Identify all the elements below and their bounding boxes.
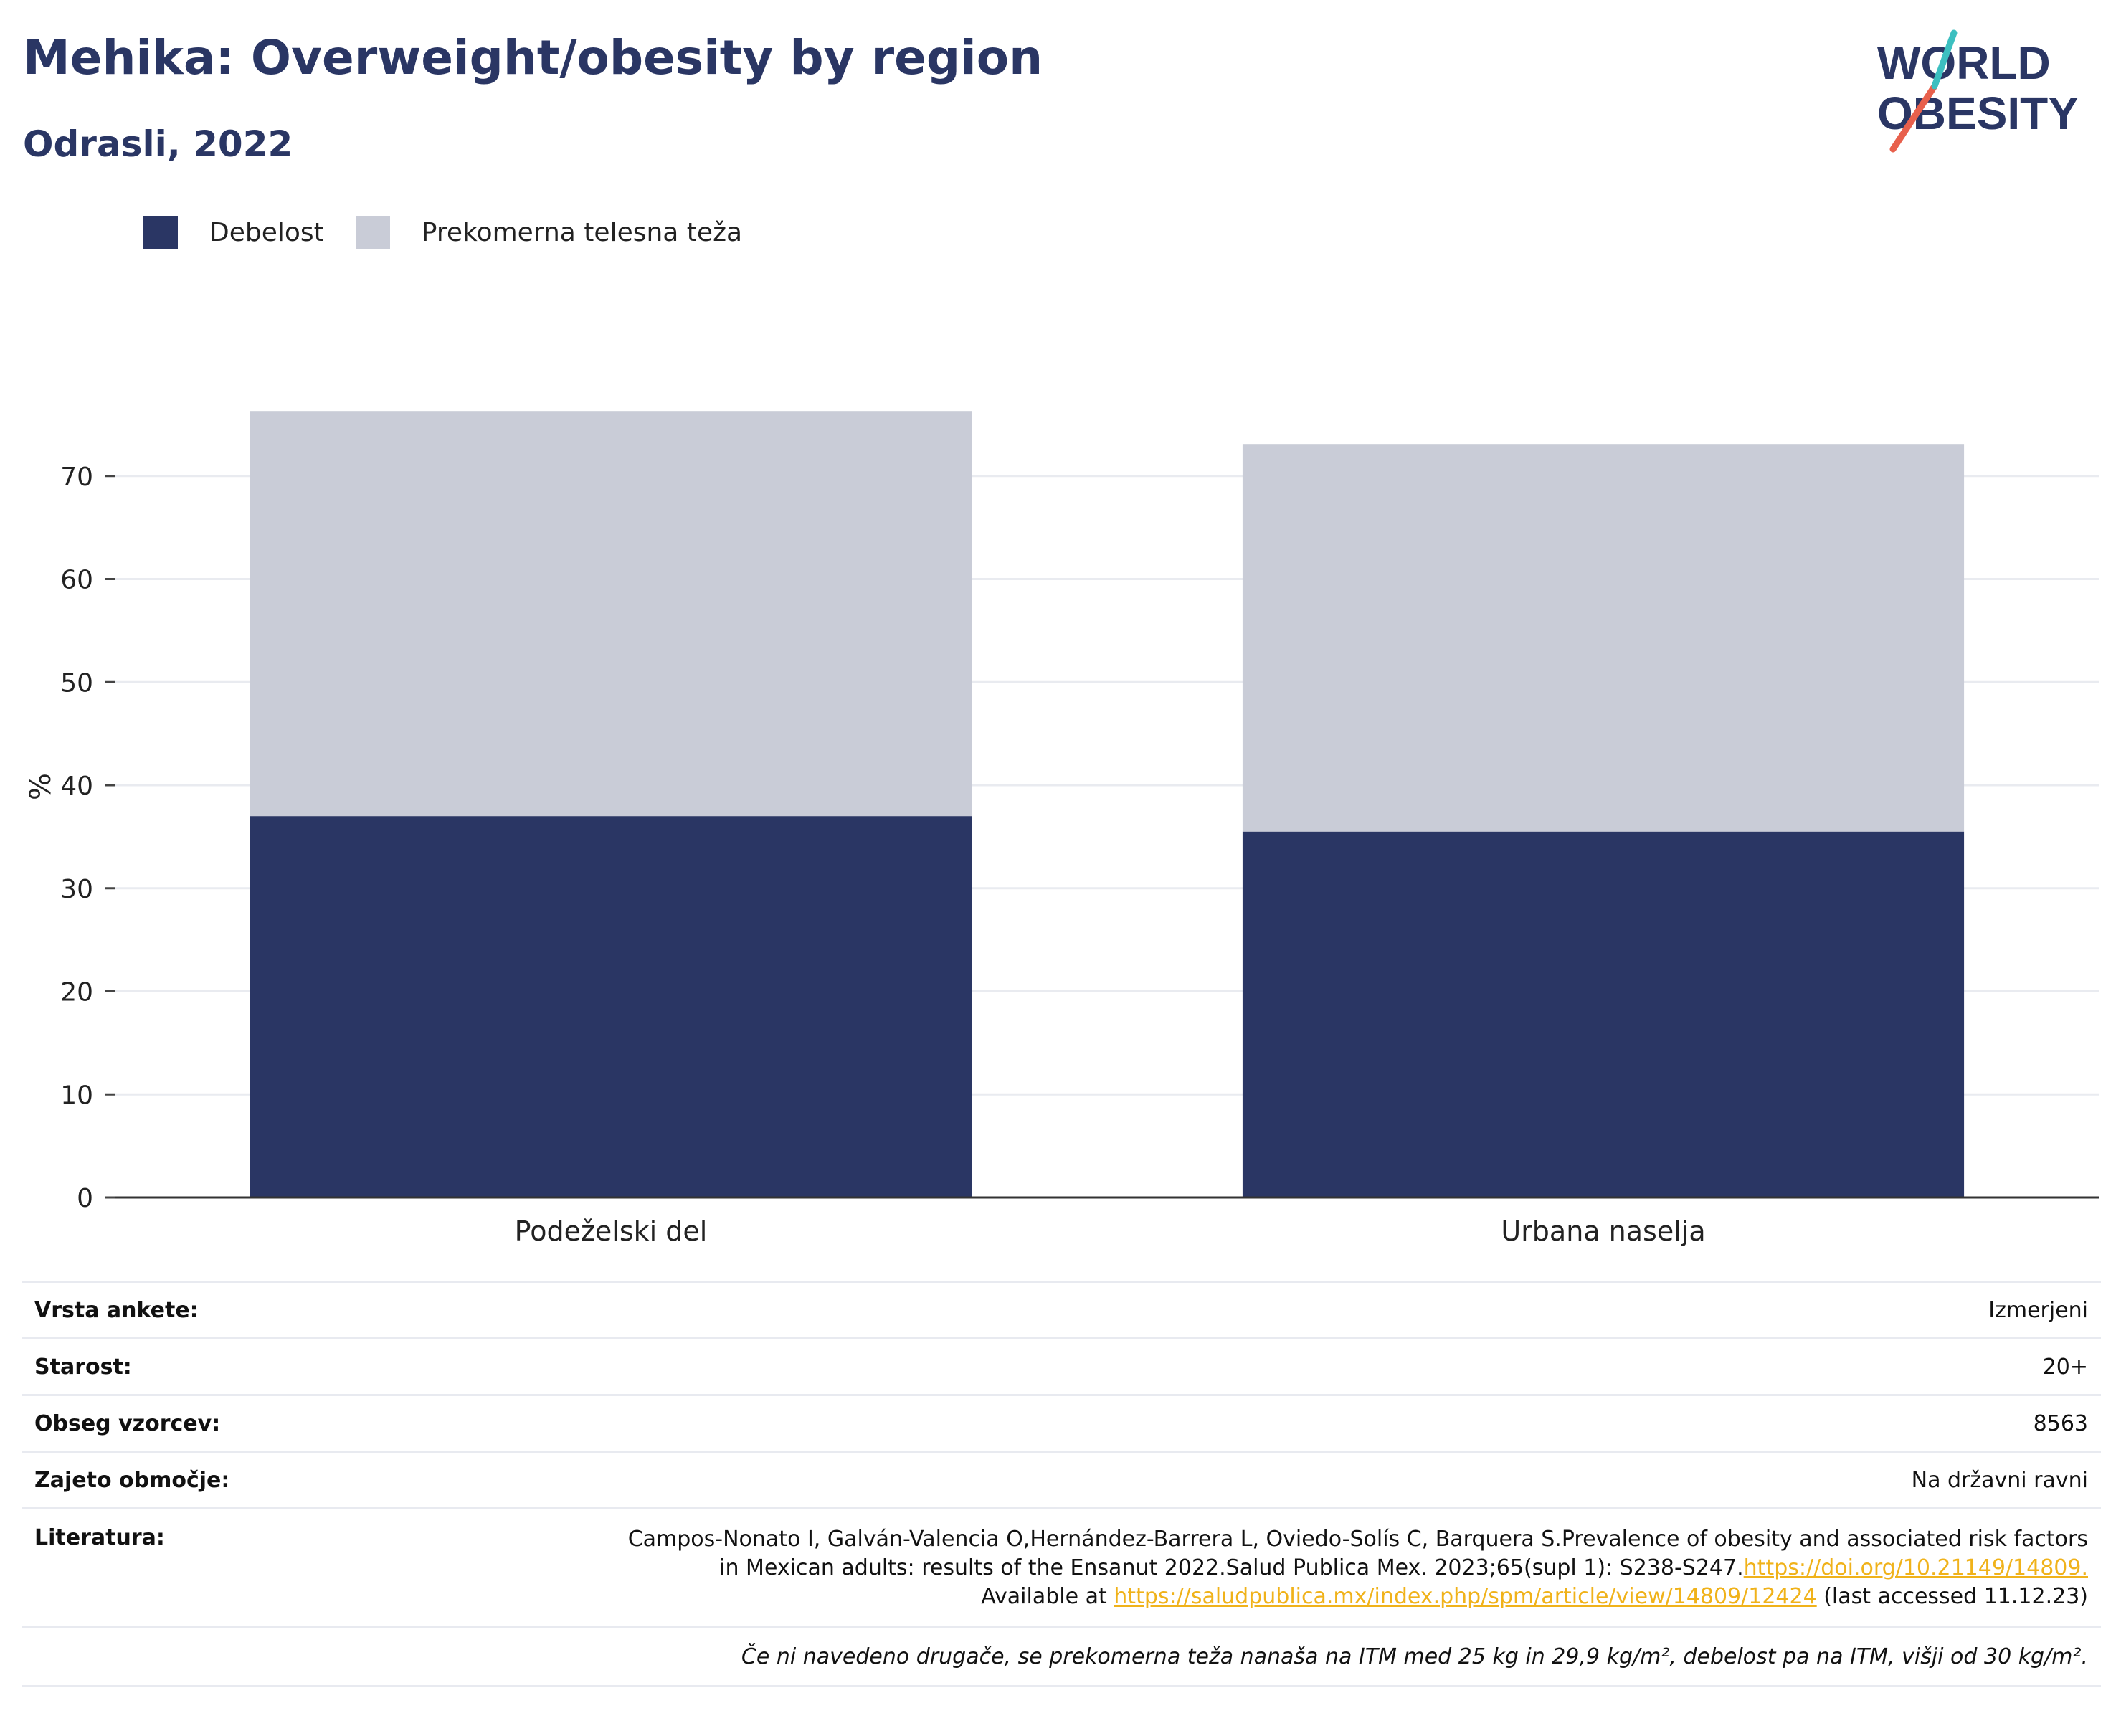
y-tick-label: 30	[60, 875, 93, 904]
logo-accent-teal	[1931, 29, 1958, 90]
meta-row-coverage: Zajeto območje: Na državni ravni	[22, 1453, 2101, 1509]
x-tick-label: Urbana naselja	[1501, 1215, 1705, 1247]
page-title: Mehika: Overweight/obesity by region	[23, 30, 1043, 85]
meta-value: 8563	[2033, 1410, 2088, 1436]
page-subtitle: Odrasli, 2022	[23, 123, 293, 165]
meta-value: Na državni ravni	[1911, 1467, 2088, 1493]
y-axis-label: %	[24, 773, 57, 800]
available-at-text: Available at	[981, 1584, 1114, 1609]
chart-legend: Debelost Prekomerna telesna teža	[143, 212, 774, 252]
stacked-bar-chart: 0 10 20 30 40 50 60 70% Podeželski del Urbana nas…	[24, 411, 2099, 1247]
legend-item-prekomerna[interactable]: Prekomerna telesna teža	[355, 216, 743, 249]
last-accessed-text: (last accessed 11.12.23)	[1816, 1584, 2088, 1609]
literature-citation: Campos-Nonato I, Galván-Valencia O,Herná…	[628, 1525, 2088, 1611]
meta-row-literature: Literatura: Campos-Nonato I, Galván-Vale…	[22, 1509, 2101, 1628]
legend-swatch-prekomerna	[355, 216, 390, 249]
logo-accent-red	[1889, 82, 1938, 153]
meta-row-sample-size: Obseg vzorcev: 8563	[22, 1396, 2101, 1453]
world-obesity-logo: WORLD OBESITY	[1877, 29, 2079, 153]
x-tick-label: Podeželski del	[515, 1215, 708, 1247]
meta-key: Zajeto območje:	[34, 1467, 230, 1493]
meta-key: Vrsta ankete:	[34, 1297, 199, 1323]
legend-swatch-debelost	[143, 216, 178, 249]
y-tick-label: 50	[60, 668, 93, 698]
meta-value: Izmerjeni	[1988, 1297, 2088, 1323]
y-tick-label: 20	[60, 978, 93, 1007]
bar-segment-prekomerna	[1242, 444, 1965, 832]
y-tick-label: 10	[60, 1081, 93, 1110]
y-tick-label: 60	[60, 566, 93, 595]
legend-item-debelost[interactable]: Debelost	[143, 216, 324, 249]
article-link[interactable]: https://saludpublica.mx/index.php/spm/ar…	[1114, 1584, 1817, 1609]
y-tick-label: 0	[77, 1184, 93, 1213]
metadata-table: Vrsta ankete: Izmerjeni Starost: 20+ Obs…	[22, 1281, 2101, 1687]
legend-label: Debelost	[209, 217, 324, 247]
meta-key: Starost:	[34, 1354, 132, 1380]
meta-key: Obseg vzorcev:	[34, 1410, 221, 1436]
citation-line3: Available at https://saludpublica.mx/ind…	[628, 1583, 2088, 1611]
y-tick-label: 70	[60, 463, 93, 492]
footnote-text: Če ni navedeno drugače, se prekomerna te…	[741, 1644, 2088, 1669]
citation-line2: in Mexican adults: results of the Ensanu…	[628, 1554, 2088, 1583]
meta-row-age: Starost: 20+	[22, 1339, 2101, 1396]
bar-segment-debelost	[250, 816, 972, 1197]
meta-row-survey-type: Vrsta ankete: Izmerjeni	[22, 1283, 2101, 1339]
citation-line1: Campos-Nonato I, Galván-Valencia O,Herná…	[627, 1527, 2088, 1552]
meta-value: 20+	[2042, 1354, 2088, 1380]
meta-key: Literatura:	[34, 1525, 165, 1550]
logo-line1: WORLD	[1877, 37, 2051, 89]
legend-label: Prekomerna telesna teža	[421, 217, 743, 247]
bar-segment-prekomerna	[250, 411, 972, 817]
doi-link[interactable]: https://doi.org/10.21149/14809.	[1743, 1555, 2088, 1580]
citation-line2-text: in Mexican adults: results of the Ensanu…	[719, 1555, 1744, 1580]
meta-footnote: Če ni navedeno drugače, se prekomerna te…	[22, 1628, 2101, 1687]
y-tick-label: 40	[60, 772, 93, 801]
bar-segment-debelost	[1242, 831, 1965, 1197]
logo-line2: OBESITY	[1877, 87, 2079, 139]
